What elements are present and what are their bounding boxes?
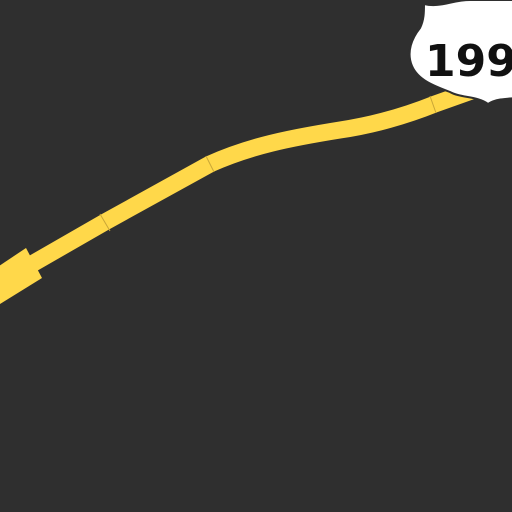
route-number-label: 199 xyxy=(425,36,512,87)
highway-route[interactable] xyxy=(0,79,483,304)
highway-ramp-segment xyxy=(0,248,42,304)
road-segment-divider xyxy=(205,155,215,173)
us-highway-shield-icon[interactable]: 199 xyxy=(408,0,512,106)
shield-outline xyxy=(408,0,512,106)
highway-route-line xyxy=(0,79,483,297)
road-segment-divider xyxy=(429,95,437,114)
road-segment-divider xyxy=(99,213,111,232)
